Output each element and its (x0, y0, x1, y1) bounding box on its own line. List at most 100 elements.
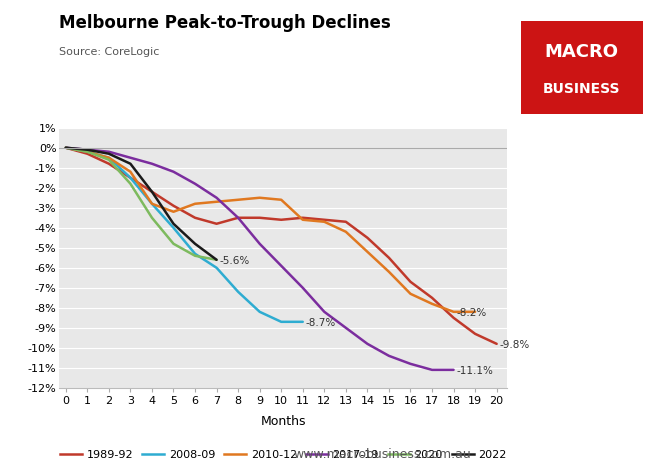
1989-92 (471, 331, 479, 337)
2022 (83, 147, 91, 153)
2022 (127, 161, 134, 166)
X-axis label: Months: Months (260, 414, 306, 428)
2022 (105, 151, 113, 157)
2017-19 (105, 149, 113, 155)
2020 (127, 181, 134, 186)
1989-92 (449, 315, 457, 321)
2010-12 (407, 291, 415, 297)
2020 (83, 149, 91, 155)
2008-09 (191, 251, 199, 257)
1989-92 (364, 235, 372, 241)
2010-12 (62, 145, 70, 150)
Text: -8.2%: -8.2% (457, 308, 487, 318)
1989-92 (213, 221, 221, 227)
2010-12 (148, 201, 156, 207)
2017-19 (191, 181, 199, 186)
Text: -11.1%: -11.1% (457, 366, 494, 376)
1989-92 (191, 215, 199, 220)
2020 (169, 241, 177, 246)
2008-09 (169, 225, 177, 231)
2010-12 (105, 155, 113, 160)
2020 (105, 157, 113, 163)
2010-12 (234, 197, 242, 202)
Text: Source: CoreLogic: Source: CoreLogic (59, 47, 159, 57)
1989-92 (105, 161, 113, 166)
2008-09 (105, 155, 113, 160)
2022 (169, 221, 177, 227)
1989-92 (342, 219, 350, 225)
2010-12 (277, 197, 285, 202)
2022 (148, 189, 156, 194)
2008-09 (83, 149, 91, 155)
2008-09 (256, 309, 264, 315)
1989-92 (320, 217, 328, 223)
2010-12 (127, 169, 134, 175)
Line: 1989-92: 1989-92 (66, 148, 497, 344)
Text: MACRO: MACRO (544, 43, 619, 61)
2008-09 (62, 145, 70, 150)
Text: www.macrobusiness.com.au: www.macrobusiness.com.au (293, 448, 471, 461)
Text: BUSINESS: BUSINESS (543, 82, 620, 96)
2017-19 (407, 361, 415, 367)
2020 (213, 257, 221, 263)
Text: -8.7%: -8.7% (306, 318, 336, 328)
2022 (191, 241, 199, 246)
Text: -9.8%: -9.8% (500, 340, 530, 350)
1989-92 (407, 279, 415, 285)
2010-12 (428, 301, 436, 307)
2017-19 (320, 309, 328, 315)
Line: 2020: 2020 (66, 148, 217, 260)
1989-92 (234, 215, 242, 220)
2017-19 (385, 353, 393, 359)
Line: 2010-12: 2010-12 (66, 148, 475, 312)
2008-09 (234, 289, 242, 295)
2017-19 (213, 195, 221, 201)
2017-19 (127, 155, 134, 160)
2017-19 (428, 367, 436, 373)
2010-12 (471, 309, 479, 315)
1989-92 (277, 217, 285, 223)
Line: 2008-09: 2008-09 (66, 148, 302, 322)
2017-19 (83, 147, 91, 153)
1989-92 (493, 341, 501, 347)
2017-19 (364, 341, 372, 347)
2022 (213, 257, 221, 263)
1989-92 (62, 145, 70, 150)
2010-12 (364, 249, 372, 254)
2010-12 (191, 201, 199, 207)
2017-19 (234, 215, 242, 220)
Text: Melbourne Peak-to-Trough Declines: Melbourne Peak-to-Trough Declines (59, 14, 391, 32)
2017-19 (342, 325, 350, 331)
2020 (148, 215, 156, 220)
2017-19 (277, 263, 285, 269)
2020 (191, 253, 199, 259)
2010-12 (320, 219, 328, 225)
1989-92 (148, 189, 156, 194)
2017-19 (256, 241, 264, 246)
2017-19 (299, 285, 306, 290)
2010-12 (213, 199, 221, 205)
Text: -5.6%: -5.6% (220, 256, 250, 266)
2010-12 (342, 229, 350, 235)
1989-92 (428, 295, 436, 301)
1989-92 (256, 215, 264, 220)
2017-19 (62, 145, 70, 150)
1989-92 (127, 175, 134, 181)
Legend: 1989-92, 2008-09, 2010-12, 2017-19, 2020, 2022: 1989-92, 2008-09, 2010-12, 2017-19, 2020… (55, 446, 511, 464)
Line: 2022: 2022 (66, 148, 217, 260)
2008-09 (213, 265, 221, 271)
2008-09 (277, 319, 285, 324)
2022 (62, 145, 70, 150)
Line: 2017-19: 2017-19 (66, 148, 453, 370)
2010-12 (449, 309, 457, 315)
2020 (62, 145, 70, 150)
2017-19 (148, 161, 156, 166)
2017-19 (169, 169, 177, 175)
1989-92 (169, 203, 177, 209)
1989-92 (83, 151, 91, 157)
2008-09 (299, 319, 306, 324)
1989-92 (385, 255, 393, 261)
2010-12 (169, 209, 177, 215)
2008-09 (148, 201, 156, 207)
2008-09 (127, 175, 134, 181)
